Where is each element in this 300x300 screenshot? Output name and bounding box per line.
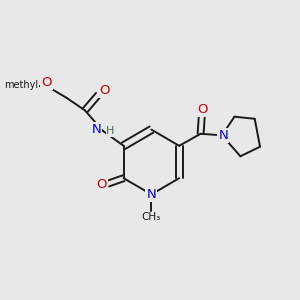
Text: O: O (41, 76, 52, 89)
Text: N: N (218, 129, 228, 142)
Text: CH₃: CH₃ (142, 212, 161, 223)
Text: N: N (146, 188, 156, 201)
Text: O: O (99, 83, 110, 97)
Text: methyl: methyl (4, 80, 38, 90)
Text: H: H (106, 126, 114, 136)
Text: O: O (96, 178, 107, 191)
Text: N: N (92, 123, 102, 136)
Text: O: O (198, 103, 208, 116)
